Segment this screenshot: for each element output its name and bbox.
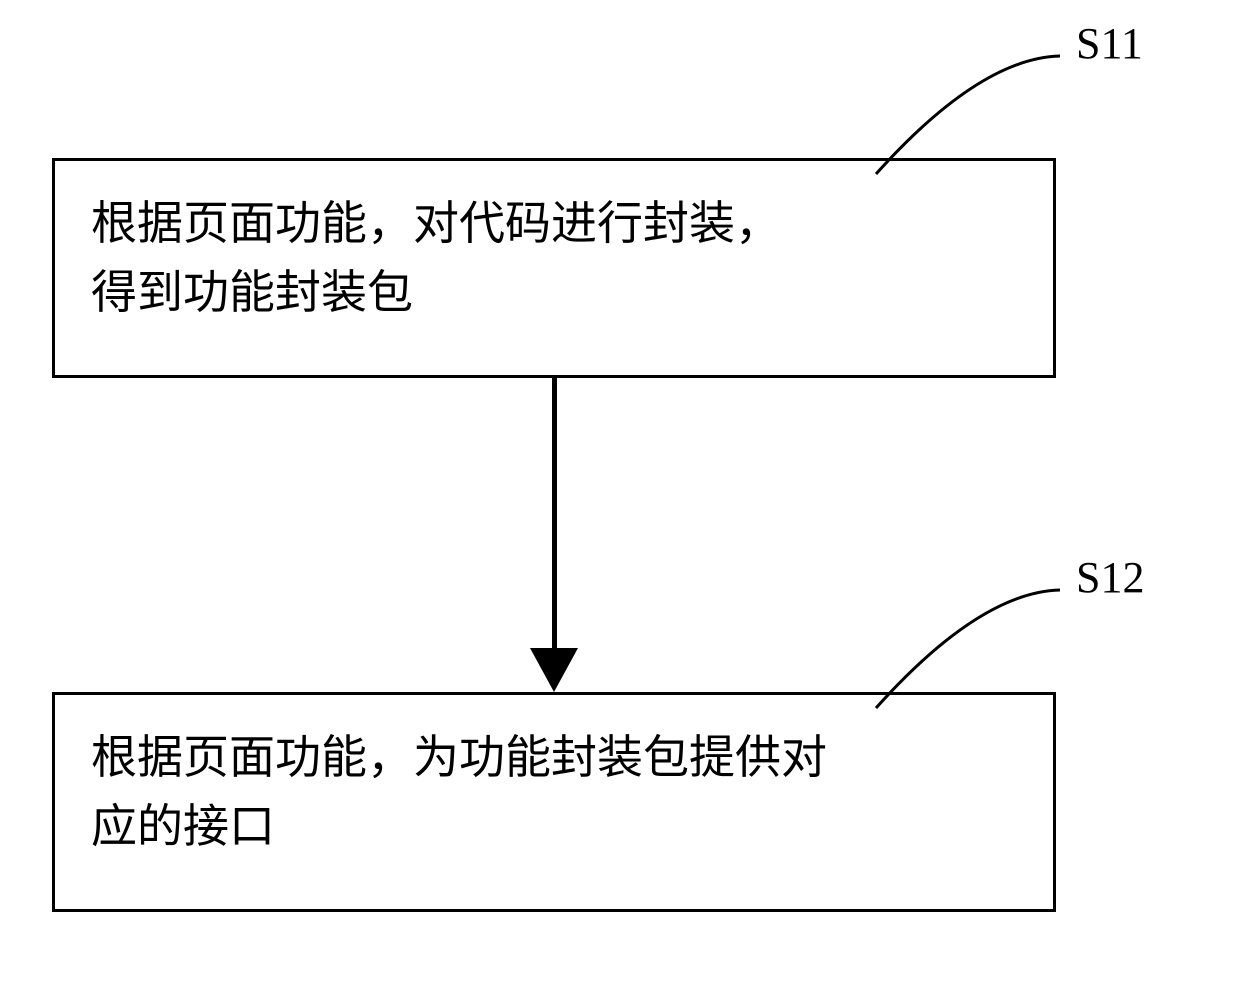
leader-line-s12 xyxy=(0,0,1240,1006)
flowchart-canvas: 根据页面功能，对代码进行封装， 得到功能封装包 S11 根据页面功能，为功能封装… xyxy=(0,0,1240,1006)
step-label-s12: S12 xyxy=(1076,552,1144,603)
